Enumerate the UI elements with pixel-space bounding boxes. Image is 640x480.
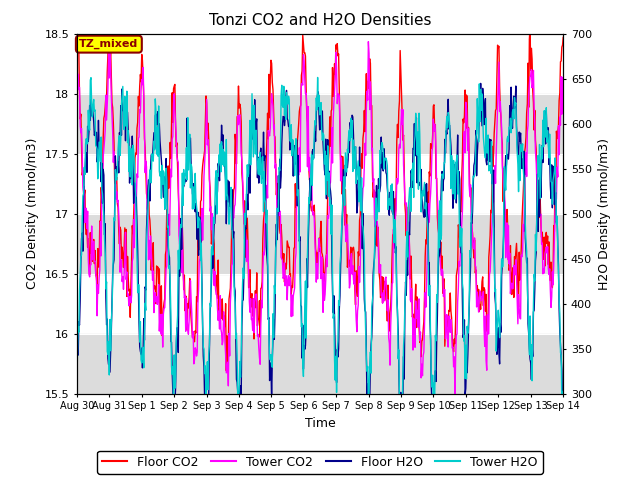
Bar [77,334,563,394]
Text: TZ_mixed: TZ_mixed [79,39,138,49]
Title: Tonzi CO2 and H2O Densities: Tonzi CO2 and H2O Densities [209,13,431,28]
Legend: Floor CO2, Tower CO2, Floor H2O, Tower H2O: Floor CO2, Tower CO2, Floor H2O, Tower H… [97,451,543,474]
Y-axis label: H2O Density (mmol/m3): H2O Density (mmol/m3) [598,138,611,289]
Bar [77,214,563,274]
X-axis label: Time: Time [305,417,335,430]
Bar [77,94,563,154]
Y-axis label: CO2 Density (mmol/m3): CO2 Density (mmol/m3) [26,138,39,289]
